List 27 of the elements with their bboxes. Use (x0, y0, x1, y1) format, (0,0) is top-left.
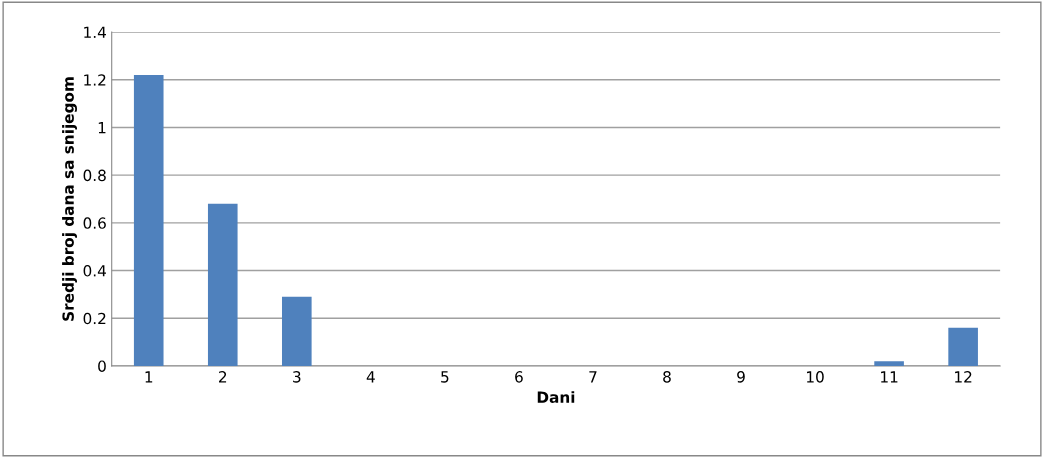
bar (874, 361, 904, 366)
y-tick-label: 0.4 (83, 265, 106, 277)
y-tick-label: 0 (98, 360, 106, 372)
x-tick-label: 7 (589, 371, 597, 383)
y-tick-label: 1 (98, 122, 106, 134)
x-tick-label: 5 (441, 371, 449, 383)
bar (207, 203, 238, 366)
x-tick-label: 1 (145, 371, 153, 383)
y-tick-label: 1.4 (84, 26, 106, 38)
bar (133, 74, 164, 366)
y-tick-label: 0.2 (83, 312, 106, 325)
y-tick-label: 0.6 (83, 217, 106, 229)
x-tick-label: 6 (515, 371, 523, 383)
x-tick-label: 3 (293, 371, 301, 383)
bar (281, 296, 312, 366)
y-axis-title: Sredji broj dana sa snijegom (62, 77, 77, 321)
x-tick-label: 2 (219, 371, 227, 383)
x-tick-label: 10 (807, 371, 824, 383)
x-tick-label: 9 (737, 371, 745, 383)
x-axis-title: Dani (537, 391, 575, 403)
x-tick-label: 11 (881, 371, 898, 383)
y-tick-label: 1.2 (84, 74, 106, 86)
x-tick-label: 8 (663, 371, 671, 383)
bar (948, 327, 978, 366)
y-tick-label: 0.8 (83, 169, 106, 182)
x-tick-label: 4 (366, 371, 375, 383)
x-tick-label: 12 (955, 371, 972, 383)
